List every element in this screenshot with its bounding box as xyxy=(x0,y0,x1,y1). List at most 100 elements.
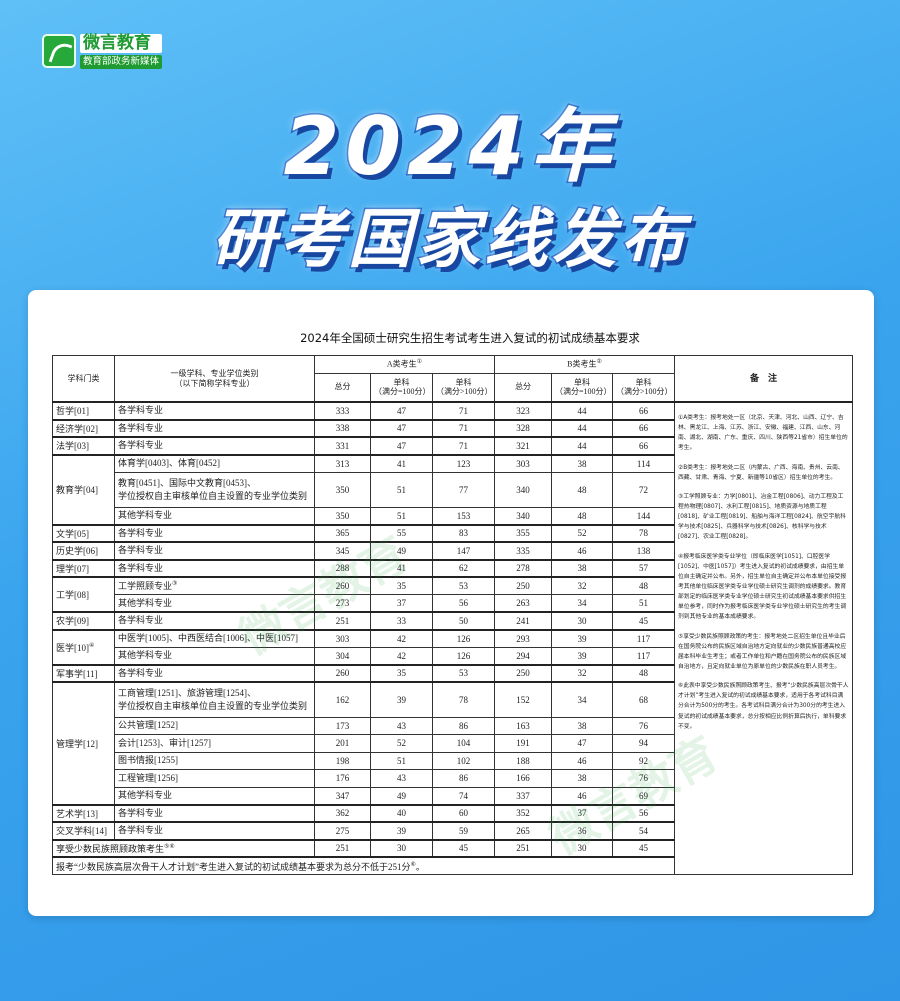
footer-text: 报考“少数民族高层次骨干人才计划”考生进入复试的初试成绩基本要求为总分不低于25… xyxy=(56,861,411,872)
score-b-total: 278 xyxy=(494,558,552,578)
logo-name: 微言教育 xyxy=(80,34,163,53)
score-b-single-gt100: 94 xyxy=(612,734,675,753)
score-b-single-100: 38 xyxy=(551,769,613,788)
headline-year: 2024年 xyxy=(282,99,617,195)
score-a-single-gt100: 71 xyxy=(432,436,495,455)
score-b-total: 241 xyxy=(494,611,552,630)
score-a-single-100: 51 xyxy=(370,506,433,525)
note-item: ⑤享受少数民族照顾政策的考生：报考地处二区招生单位且毕业后在国务院公布的民族区域… xyxy=(678,633,847,670)
category-label: 理学[07] xyxy=(56,563,89,574)
score-b-single-gt100: 76 xyxy=(612,716,675,735)
score-b-total: 251 xyxy=(494,838,552,858)
score-a-single-gt100: 77 xyxy=(432,471,495,508)
score-a-single-gt100: 78 xyxy=(432,681,495,718)
score-a-single-100: 35 xyxy=(370,663,433,683)
category-label: 军事学[11] xyxy=(56,668,98,679)
score-b-single-100: 39 xyxy=(551,646,613,665)
footer-note: 报考“少数民族高层次骨干人才计划”考生进入复试的初试成绩基本要求为总分不低于25… xyxy=(52,856,675,875)
table-row: 哲学[01] 各学科专业 333 47 71 323 44 66 ①A类考生：报考地处一区（北京… xyxy=(52,401,853,875)
score-a-single-gt100: 104 xyxy=(432,734,495,753)
score-b-single-100: 32 xyxy=(551,576,613,595)
score-b-total: 250 xyxy=(494,663,552,683)
score-b-single-gt100: 57 xyxy=(612,558,675,578)
score-a-single-100: 41 xyxy=(370,453,433,473)
score-a-single-100: 51 xyxy=(370,751,433,770)
score-b-total: 250 xyxy=(494,576,552,595)
category-label: 工学[08] xyxy=(56,590,89,600)
subject-label: 各学科专业 xyxy=(118,405,164,416)
score-b-single-100: 44 xyxy=(551,418,613,438)
score-b-single-gt100: 76 xyxy=(612,769,675,788)
score-a-total: 273 xyxy=(314,594,371,613)
score-a-single-100: 43 xyxy=(370,716,433,735)
group-b-label: B类考生 xyxy=(567,359,597,369)
score-a-single-100: 47 xyxy=(370,401,433,420)
score-a-single-100: 52 xyxy=(370,734,433,753)
header-single-b: 单科 （满分=100分） xyxy=(551,372,613,403)
score-a-single-gt100: 53 xyxy=(432,663,495,683)
table-title: 2024年全国硕士研究生招生考试考生进入复试的初试成绩基本要求 xyxy=(300,331,640,345)
score-b-total: 166 xyxy=(494,769,552,788)
score-a-total: 176 xyxy=(314,769,371,788)
score-b-total: 352 xyxy=(494,803,552,823)
score-a-single-gt100: 45 xyxy=(432,838,495,858)
row-subject: 各学科专业 xyxy=(114,821,315,840)
row-subject: 工学照顾专业③ xyxy=(114,576,315,595)
header-category: 学科门类 xyxy=(52,355,115,403)
header-group-b: B类考生② xyxy=(494,355,675,374)
row-category: 管理学[12] xyxy=(52,681,115,805)
score-a-total: 303 xyxy=(314,628,371,648)
row-category: 工学[08] xyxy=(52,576,115,613)
score-a-total: 304 xyxy=(314,646,371,665)
row-label: 享受少数民族照顾政策考生 xyxy=(56,843,165,854)
row-subject: 各学科专业 xyxy=(114,436,315,455)
score-b-single-100: 46 xyxy=(551,541,613,560)
score-a-total: 201 xyxy=(314,734,371,753)
row-subject: 其他学科专业 xyxy=(114,646,315,665)
subject-label: 工学照顾专业 xyxy=(118,580,173,591)
row-subject: 教育[0451]、国际中文教育[0453]、 学位授权自主审核单位自主设置的专业… xyxy=(114,471,315,508)
category-label: 管理学[12] xyxy=(56,738,98,749)
subject-label: 中医学[1005]、中西医结合[1006]、中医[1057] xyxy=(118,633,298,644)
header-subject-note: （以下简称学科专业） xyxy=(174,378,255,388)
subject-label: 各学科专业 xyxy=(118,422,164,433)
row-subject: 各学科专业 xyxy=(114,611,315,630)
score-a-single-gt100: 74 xyxy=(432,786,495,805)
row-subject: 其他学科专业 xyxy=(114,506,315,525)
header-single-a: 单科 （满分=100分） xyxy=(370,372,433,403)
subject-label: 体育学[0403]、体育[0452] xyxy=(118,458,220,469)
score-a-single-100: 42 xyxy=(370,646,433,665)
row-subject: 各学科专业 xyxy=(114,663,315,683)
headline-main: 研考国家线发布 xyxy=(211,202,688,279)
score-a-total: 173 xyxy=(314,716,371,735)
score-a-total: 333 xyxy=(314,401,371,420)
score-b-single-gt100: 117 xyxy=(612,646,675,665)
score-a-single-100: 41 xyxy=(370,558,433,578)
score-a-single-gt100: 123 xyxy=(432,453,495,473)
row-subject: 各学科专业 xyxy=(114,558,315,578)
score-b-single-gt100: 51 xyxy=(612,594,675,613)
score-b-total: 191 xyxy=(494,734,552,753)
row-category: 哲学[01] xyxy=(52,401,115,420)
logo: 微言教育 教育部政务新媒体 xyxy=(42,34,163,69)
score-a-single-100: 47 xyxy=(370,418,433,438)
score-a-single-100: 43 xyxy=(370,769,433,788)
subject-label: 各学科专业 xyxy=(118,545,164,556)
header-single-label: 单科 xyxy=(574,377,590,387)
score-a-single-gt100: 102 xyxy=(432,751,495,770)
score-a-single-gt100: 83 xyxy=(432,523,495,543)
category-label: 文学[05] xyxy=(56,528,89,539)
score-b-single-gt100: 45 xyxy=(612,838,675,858)
row-subject: 工程管理[1256] xyxy=(114,769,315,788)
score-b-single-100: 34 xyxy=(551,594,613,613)
score-b-single-100: 44 xyxy=(551,436,613,455)
footnote-mark: ③ xyxy=(172,580,178,587)
category-label: 历史学[06] xyxy=(56,546,98,557)
score-a-total: 162 xyxy=(314,681,371,718)
score-b-total: 263 xyxy=(494,594,552,613)
score-a-single-gt100: 147 xyxy=(432,541,495,560)
score-a-total: 251 xyxy=(314,838,371,858)
score-a-total: 350 xyxy=(314,506,371,525)
score-a-total: 275 xyxy=(314,821,371,840)
subject-label: 教育[0451]、国际中文教育[0453]、 学位授权自主审核单位自主设置的专业… xyxy=(118,477,308,501)
